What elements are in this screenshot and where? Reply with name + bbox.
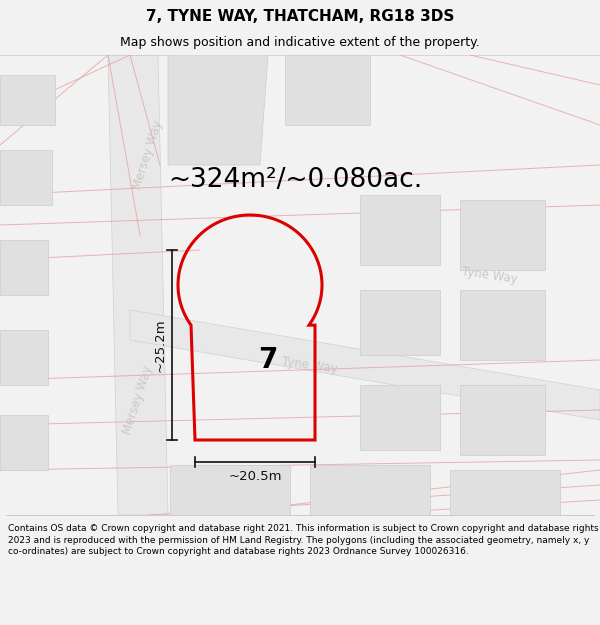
Polygon shape — [170, 465, 290, 515]
Polygon shape — [0, 330, 48, 385]
Text: Map shows position and indicative extent of the property.: Map shows position and indicative extent… — [120, 36, 480, 49]
Text: ~25.2m: ~25.2m — [154, 318, 167, 372]
Polygon shape — [460, 200, 545, 270]
Polygon shape — [168, 55, 268, 165]
Polygon shape — [460, 290, 545, 360]
Text: ~324m²/~0.080ac.: ~324m²/~0.080ac. — [168, 167, 422, 193]
Polygon shape — [0, 415, 48, 470]
Polygon shape — [450, 470, 560, 515]
Polygon shape — [0, 150, 52, 205]
Text: 7: 7 — [259, 346, 278, 374]
Text: Tyne Way: Tyne Way — [461, 264, 518, 286]
Text: Tyne Way: Tyne Way — [281, 354, 338, 376]
Polygon shape — [285, 55, 370, 125]
Polygon shape — [130, 310, 600, 420]
Polygon shape — [360, 290, 440, 355]
Polygon shape — [460, 385, 545, 455]
Polygon shape — [310, 465, 430, 515]
Text: Mersey Way: Mersey Way — [121, 364, 155, 436]
Text: Mersey Way: Mersey Way — [131, 119, 165, 191]
Polygon shape — [0, 75, 55, 125]
Polygon shape — [0, 240, 48, 295]
Polygon shape — [108, 55, 168, 515]
Polygon shape — [360, 195, 440, 265]
Text: ~20.5m: ~20.5m — [228, 469, 282, 482]
Text: Contains OS data © Crown copyright and database right 2021. This information is : Contains OS data © Crown copyright and d… — [8, 524, 598, 556]
Text: 7, TYNE WAY, THATCHAM, RG18 3DS: 7, TYNE WAY, THATCHAM, RG18 3DS — [146, 9, 454, 24]
Polygon shape — [360, 385, 440, 450]
